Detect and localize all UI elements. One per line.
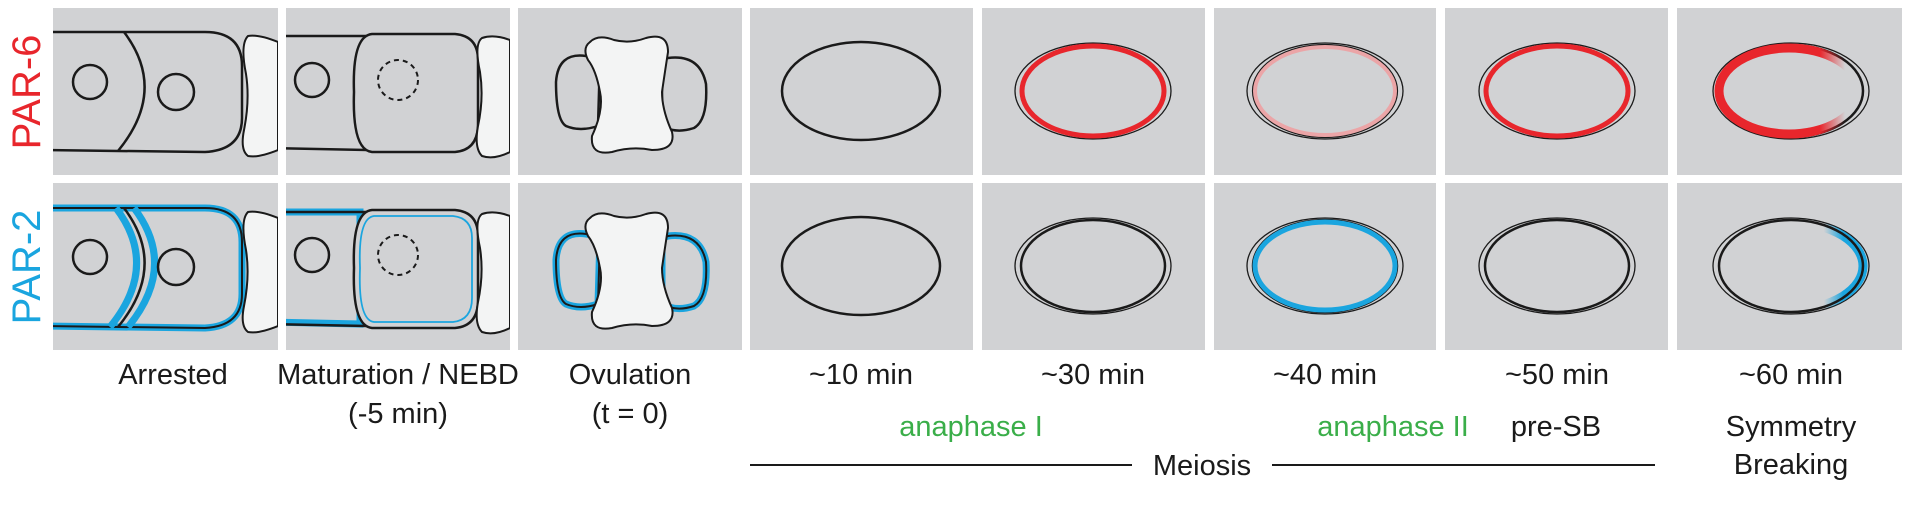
nucleus-icon [293, 61, 331, 99]
nebd-nucleus-icon [377, 234, 419, 276]
panel-t60-par6 [1677, 8, 1902, 175]
stage-label-maturation: Maturation / NEBD [277, 359, 519, 391]
stage-label-t50: ~50 min [1505, 359, 1609, 391]
phase-label-anaphase-2: anaphase II [1317, 411, 1469, 443]
row-label-par6: PAR-6 [5, 35, 49, 150]
stage-label-ovulation: Ovulation [569, 359, 692, 391]
panel-t10-par2 [750, 183, 973, 350]
phase-label-pre-sb: pre-SB [1511, 411, 1601, 443]
meiosis-label: Meiosis [1153, 450, 1251, 482]
panel-t30-par2 [982, 183, 1205, 350]
nucleus-icon [156, 72, 196, 112]
stage-label-t40: ~40 min [1273, 359, 1377, 391]
panel-arrested-par2 [53, 183, 278, 350]
panel-t40-par2 [1214, 183, 1436, 350]
panel-t10-par6 [750, 8, 973, 175]
phase-label-anaphase-1: anaphase I [899, 411, 1043, 443]
stage-label-t10: ~10 min [809, 359, 913, 391]
panel-t30-par6 [982, 8, 1205, 175]
nucleus-icon [293, 236, 331, 274]
panel-t50-par2 [1445, 183, 1668, 350]
panel-maturation-par2 [286, 183, 510, 350]
panel-t60-par2 [1677, 183, 1902, 350]
nucleus-icon [71, 63, 109, 101]
nucleus-icon [156, 247, 196, 287]
stage-sublabel-maturation: (-5 min) [348, 398, 448, 430]
panel-ovulation-par2 [518, 183, 742, 350]
nucleus-icon [71, 238, 109, 276]
stage-label-arrested: Arrested [118, 359, 228, 391]
phase-label-symmetry: Symmetry [1726, 411, 1857, 443]
panel-maturation-par6 [286, 8, 510, 175]
row-label-par2: PAR-2 [5, 210, 49, 325]
panel-ovulation-par6 [518, 8, 742, 175]
panel-t40-par6 [1214, 8, 1436, 175]
panel-t50-par6 [1445, 8, 1668, 175]
panel-arrested-par6 [53, 8, 278, 175]
nebd-nucleus-icon [377, 59, 419, 101]
stage-label-t30: ~30 min [1041, 359, 1145, 391]
stage-label-t60: ~60 min [1739, 359, 1843, 391]
stage-sublabel-ovulation: (t = 0) [592, 398, 669, 430]
phase-label-breaking: Breaking [1734, 449, 1848, 481]
